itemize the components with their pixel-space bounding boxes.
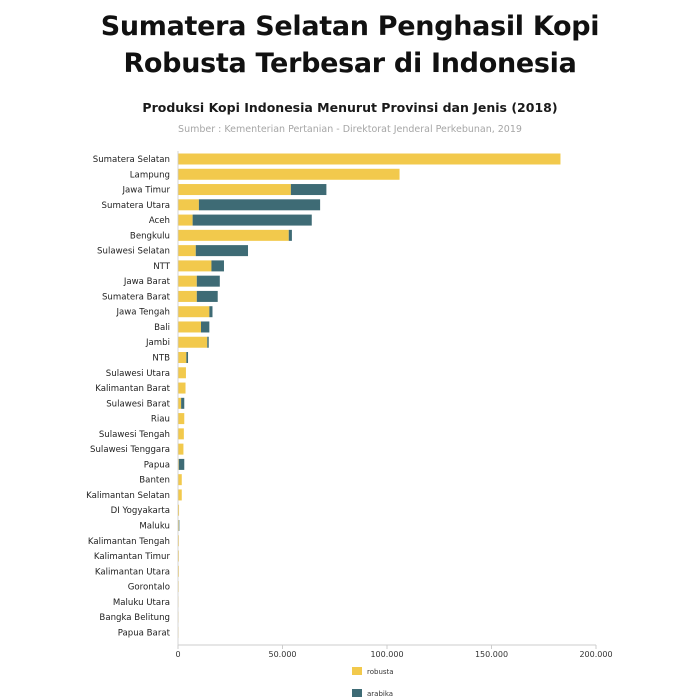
- category-label: Kalimantan Selatan: [86, 491, 170, 501]
- bar-robusta: [178, 550, 179, 562]
- category-label: Kalimantan Tengah: [88, 537, 170, 547]
- bar-arabika: [178, 519, 180, 531]
- bar-robusta: [178, 413, 185, 425]
- legend-label-arabika: arabika: [367, 690, 393, 698]
- category-label: Jambi: [145, 338, 170, 348]
- bar-robusta: [178, 458, 179, 470]
- bar-robusta: [178, 535, 179, 547]
- x-tick-label: 50.000: [269, 650, 297, 659]
- category-label: Jawa Barat: [123, 277, 171, 287]
- bar-robusta: [178, 565, 179, 577]
- x-tick-label: 100.000: [370, 650, 403, 659]
- category-label: Kalimantan Timur: [94, 552, 171, 562]
- bar-robusta: [178, 519, 179, 531]
- bar-robusta: [178, 397, 182, 409]
- category-label: Sulawesi Tenggara: [90, 445, 170, 455]
- bar-arabika: [211, 260, 224, 272]
- x-tick-label: 0: [175, 650, 180, 659]
- category-label: Sulawesi Utara: [106, 369, 170, 379]
- bar-robusta: [178, 199, 199, 211]
- legend-swatch-arabika: [352, 689, 362, 697]
- category-label: Sumatera Barat: [102, 292, 171, 302]
- category-label: Sumatera Selatan: [93, 155, 170, 165]
- category-label: Sulawesi Selatan: [97, 247, 170, 257]
- bar-robusta: [178, 474, 182, 486]
- bar-arabika: [207, 336, 209, 348]
- bar-robusta: [178, 489, 182, 501]
- category-label: Jawa Tengah: [115, 308, 170, 318]
- bar-arabika: [195, 245, 249, 257]
- x-tick-label: 200.000: [579, 650, 612, 659]
- category-label: Maluku: [139, 521, 170, 531]
- bar-robusta: [178, 260, 212, 272]
- bar-robusta: [178, 382, 186, 394]
- headline-line-1: Sumatera Selatan Penghasil Kopi: [100, 11, 600, 42]
- category-label: Kalimantan Barat: [95, 384, 170, 394]
- bar-robusta: [178, 443, 184, 455]
- bar-arabika: [209, 306, 213, 318]
- chart-title: Produksi Kopi Indonesia Menurut Provinsi…: [142, 100, 558, 115]
- bar-arabika: [186, 352, 189, 364]
- bar-robusta: [178, 306, 210, 318]
- bar-robusta: [178, 168, 400, 180]
- bar-arabika: [192, 214, 312, 226]
- legend-swatch-robusta: [352, 667, 362, 675]
- category-label: Bangka Belitung: [99, 613, 170, 623]
- category-label: Maluku Utara: [113, 598, 170, 608]
- category-label: Sulawesi Tengah: [99, 430, 170, 440]
- bar-robusta: [178, 352, 187, 364]
- bar-arabika: [198, 199, 321, 211]
- bar-robusta: [178, 153, 561, 165]
- legend-label-robusta: robusta: [367, 668, 394, 676]
- bar-robusta: [178, 214, 193, 226]
- headline: Sumatera Selatan Penghasil Kopi Robusta …: [0, 8, 700, 82]
- bar-arabika: [196, 275, 220, 287]
- bar-robusta: [178, 184, 291, 196]
- bar-robusta: [178, 336, 208, 348]
- bar-arabika: [200, 321, 210, 333]
- category-label: Gorontalo: [128, 583, 170, 593]
- bar-arabika: [290, 184, 327, 196]
- category-label: Papua: [144, 460, 170, 470]
- bar-robusta: [178, 245, 196, 257]
- bar-arabika: [288, 229, 292, 241]
- bar-robusta: [178, 428, 184, 440]
- category-label: Riau: [151, 415, 170, 425]
- bar-robusta: [178, 275, 197, 287]
- bar-arabika: [181, 397, 185, 409]
- category-label: Aceh: [149, 216, 170, 226]
- x-tick-label: 150.000: [475, 650, 508, 659]
- category-label: Bengkulu: [130, 231, 170, 241]
- category-label: NTT: [153, 262, 171, 272]
- category-label: Lampung: [130, 170, 170, 180]
- category-label: DI Yogyakarta: [111, 506, 170, 516]
- category-label: Banten: [139, 476, 170, 486]
- category-label: Papua Barat: [118, 628, 171, 638]
- category-label: Bali: [154, 323, 170, 333]
- chart-source: Sumber : Kementerian Pertanian - Direkto…: [178, 124, 522, 135]
- bar-robusta: [178, 290, 197, 302]
- category-label: Sumatera Utara: [102, 201, 170, 211]
- bar-arabika: [196, 290, 218, 302]
- bar-robusta: [178, 504, 180, 516]
- bar-arabika: [178, 458, 185, 470]
- headline-line-2: Robusta Terbesar di Indonesia: [123, 48, 577, 79]
- bar-robusta: [178, 229, 289, 241]
- bar-robusta: [178, 367, 186, 379]
- category-label: Sulawesi Barat: [106, 399, 170, 409]
- category-label: NTB: [152, 354, 170, 364]
- bar-robusta: [178, 321, 201, 333]
- category-label: Jawa Timur: [121, 186, 170, 196]
- category-label: Kalimantan Utara: [95, 567, 170, 577]
